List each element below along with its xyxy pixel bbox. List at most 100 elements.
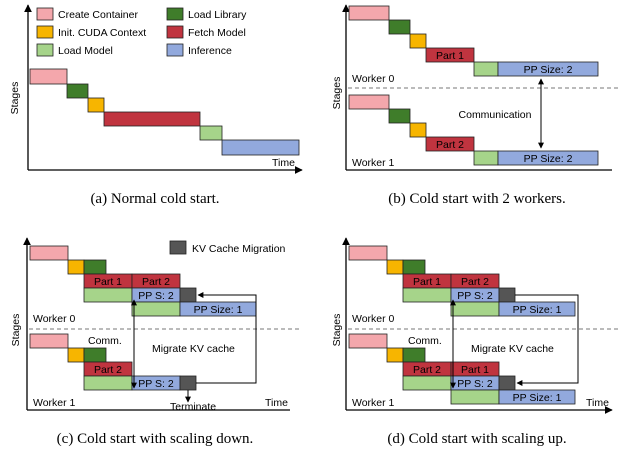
bar-create-container [29,333,69,349]
bar-init-cuda [67,347,85,363]
worker-0-label: Worker 0 [352,313,395,325]
bar-inference [497,61,599,77]
legend-label-inference: Inference [188,45,232,57]
bar-label-pp-s2: PP S: 2 [457,290,493,302]
bar-init-cuda [386,347,404,363]
bar-label-part2: Part 2 [461,276,489,288]
bar-load-library [402,347,426,363]
legend-swatch-create-container [36,7,54,21]
communication-label: Comm. [88,335,122,347]
bar-load-library [388,108,411,124]
y-axis-label: Stages [10,314,22,347]
bar-load-model-part1 [450,389,500,405]
bar-load-model-part2 [131,301,181,317]
legend-label-load-library: Load Library [188,9,247,21]
legend-swatch-kv-migration [169,240,187,255]
bar-load-library [388,19,411,35]
bar-label-part2: Part 2 [413,364,441,376]
bar-load-model [473,150,499,166]
bar-label-part2: Part 2 [94,364,122,376]
bar-load-library [66,83,89,99]
legend-swatch-load-model [36,43,54,57]
bar-label-pp-size: PP Size: 2 [524,153,573,165]
bar-inference [221,139,300,156]
bar-fetch-part1 [425,47,475,63]
bar-init-cuda [67,259,85,275]
legend-swatch-load-library [166,7,184,21]
migrate-kv-label: Migrate KV cache [471,343,554,355]
terminate-label: Terminate [170,401,216,413]
bar-label-part1: Part 1 [436,50,464,62]
bar-label-pp-size1: PP Size: 1 [194,304,243,316]
communication-label: Comm. [408,335,442,347]
bar-label-pp-size1: PP Size: 1 [513,392,562,404]
legend-swatch-inference [166,43,184,57]
migrate-kv-arrow [515,294,579,386]
y-axis-label: Stages [331,314,343,347]
worker-1-label: Worker 1 [33,397,76,409]
bar-inference-pp1 [498,389,576,405]
bar-create-container [348,94,390,110]
legend: Create Container Init. CUDA Context Load… [36,7,247,57]
bar-init-cuda [386,259,404,275]
legend-label-create-container: Create Container [58,9,138,21]
legend-label-fetch-model: Fetch Model [188,27,246,39]
bar-label-pp-s2: PP S: 2 [138,378,174,390]
bar-label-pp-size: PP Size: 2 [524,64,573,76]
bar-kv-migration [179,375,197,391]
x-axis-label: Time [272,157,295,169]
bar-label-part1: Part 1 [413,276,441,288]
bar-label-part2: Part 2 [142,276,170,288]
y-axis-label: Stages [9,82,21,115]
bar-init-cuda [87,97,105,113]
panel-c: Stages Time Worker 0 Worker 1 Part 1 Par… [10,237,300,447]
worker-1-label: Worker 1 [352,397,395,409]
caption-a: (a) Normal cold start. [90,191,219,207]
legend-label-init-cuda: Init. CUDA Context [58,27,146,39]
bar-label-part2: Part 2 [436,139,464,151]
bar-load-model [199,125,223,141]
bar-init-cuda [409,33,427,49]
legend-swatch-fetch-model [166,25,184,39]
bar-load-model [83,375,133,391]
legend-swatch-init-cuda [36,25,54,39]
worker-0-label: Worker 0 [33,313,76,325]
bar-load-library [83,347,107,363]
bar-label-part1: Part 1 [94,276,122,288]
bar-load-model [473,61,499,77]
bar-create-container [348,245,388,261]
bar-label-part1: Part 1 [461,364,489,376]
bar-load-model-part1 [83,287,133,303]
bar-create-container [348,333,388,349]
bar-load-model-part1 [402,287,452,303]
bar-fetch-model [103,111,201,127]
caption-d: (d) Cold start with scaling up. [387,431,566,447]
bar-load-model-part2 [402,375,452,391]
bar-create-container [29,68,68,85]
panel-d: Stages Time Worker 0 Worker 1 Part 1 Par… [331,237,620,447]
x-axis-label: Time [586,397,609,409]
bar-fetch-part2 [425,136,475,152]
bar-create-container [348,5,390,21]
communication-label: Communication [459,109,532,121]
panel-b: Stages Worker 0 Worker 1 Part 1 PP Size:… [331,4,620,207]
bar-inference-pp1 [498,301,576,317]
bar-label-pp-size1: PP Size: 1 [513,304,562,316]
bar-kv-migration [498,375,516,391]
bar-load-model-part2 [450,301,500,317]
bar-init-cuda [409,122,427,138]
bar-create-container [29,245,69,261]
bar-kv-migration [498,287,516,303]
bar-label-pp-s2: PP S: 2 [457,378,493,390]
bar-load-library [402,259,426,275]
bar-load-library [83,259,107,275]
migrate-kv-label: Migrate KV cache [152,343,235,355]
caption-b: (b) Cold start with 2 workers. [388,191,565,207]
panel-a: Create Container Init. CUDA Context Load… [9,4,303,207]
legend-label-load-model: Load Model [58,45,113,57]
y-axis-label: Stages [331,77,343,110]
bar-inference [497,150,599,166]
legend-label-kv-migration: KV Cache Migration [192,243,286,255]
bar-label-pp-s2: PP S: 2 [138,290,174,302]
